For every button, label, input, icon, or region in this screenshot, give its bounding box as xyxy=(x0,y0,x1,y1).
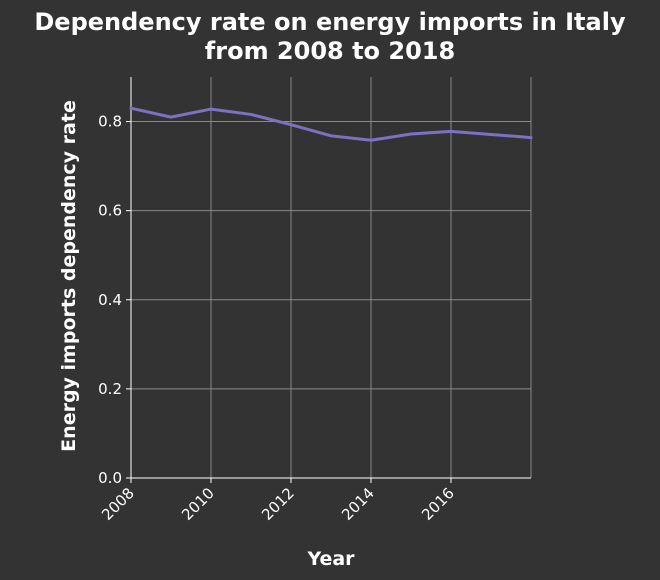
y-tick-label: 0.2 xyxy=(98,380,122,398)
x-tick-label: 2016 xyxy=(418,484,458,524)
y-axis-ticks: 0.0 0.2 0.4 0.6 0.8 xyxy=(98,113,131,487)
x-tick-label: 2010 xyxy=(178,484,218,524)
series-group xyxy=(129,106,533,142)
y-axis-label: Energy imports dependency rate xyxy=(58,100,80,452)
y-tick-label: 0.8 xyxy=(98,113,122,131)
y-tick-label: 0.4 xyxy=(98,291,122,309)
axes xyxy=(130,77,531,479)
chart-title-line-1: Dependency rate on energy imports in Ita… xyxy=(34,8,626,36)
y-tick-label: 0.6 xyxy=(98,202,122,220)
x-axis-ticks: 2008 2010 2012 2014 2016 xyxy=(98,478,458,524)
y-tick-label: 0.0 xyxy=(98,469,122,487)
series-line xyxy=(129,106,533,142)
x-axis-label: Year xyxy=(306,548,355,570)
chart-title-line-2: from 2008 to 2018 xyxy=(205,37,455,65)
x-tick-label: 2008 xyxy=(98,484,138,524)
x-tick-label: 2012 xyxy=(258,484,298,524)
x-tick-label: 2014 xyxy=(338,484,378,524)
